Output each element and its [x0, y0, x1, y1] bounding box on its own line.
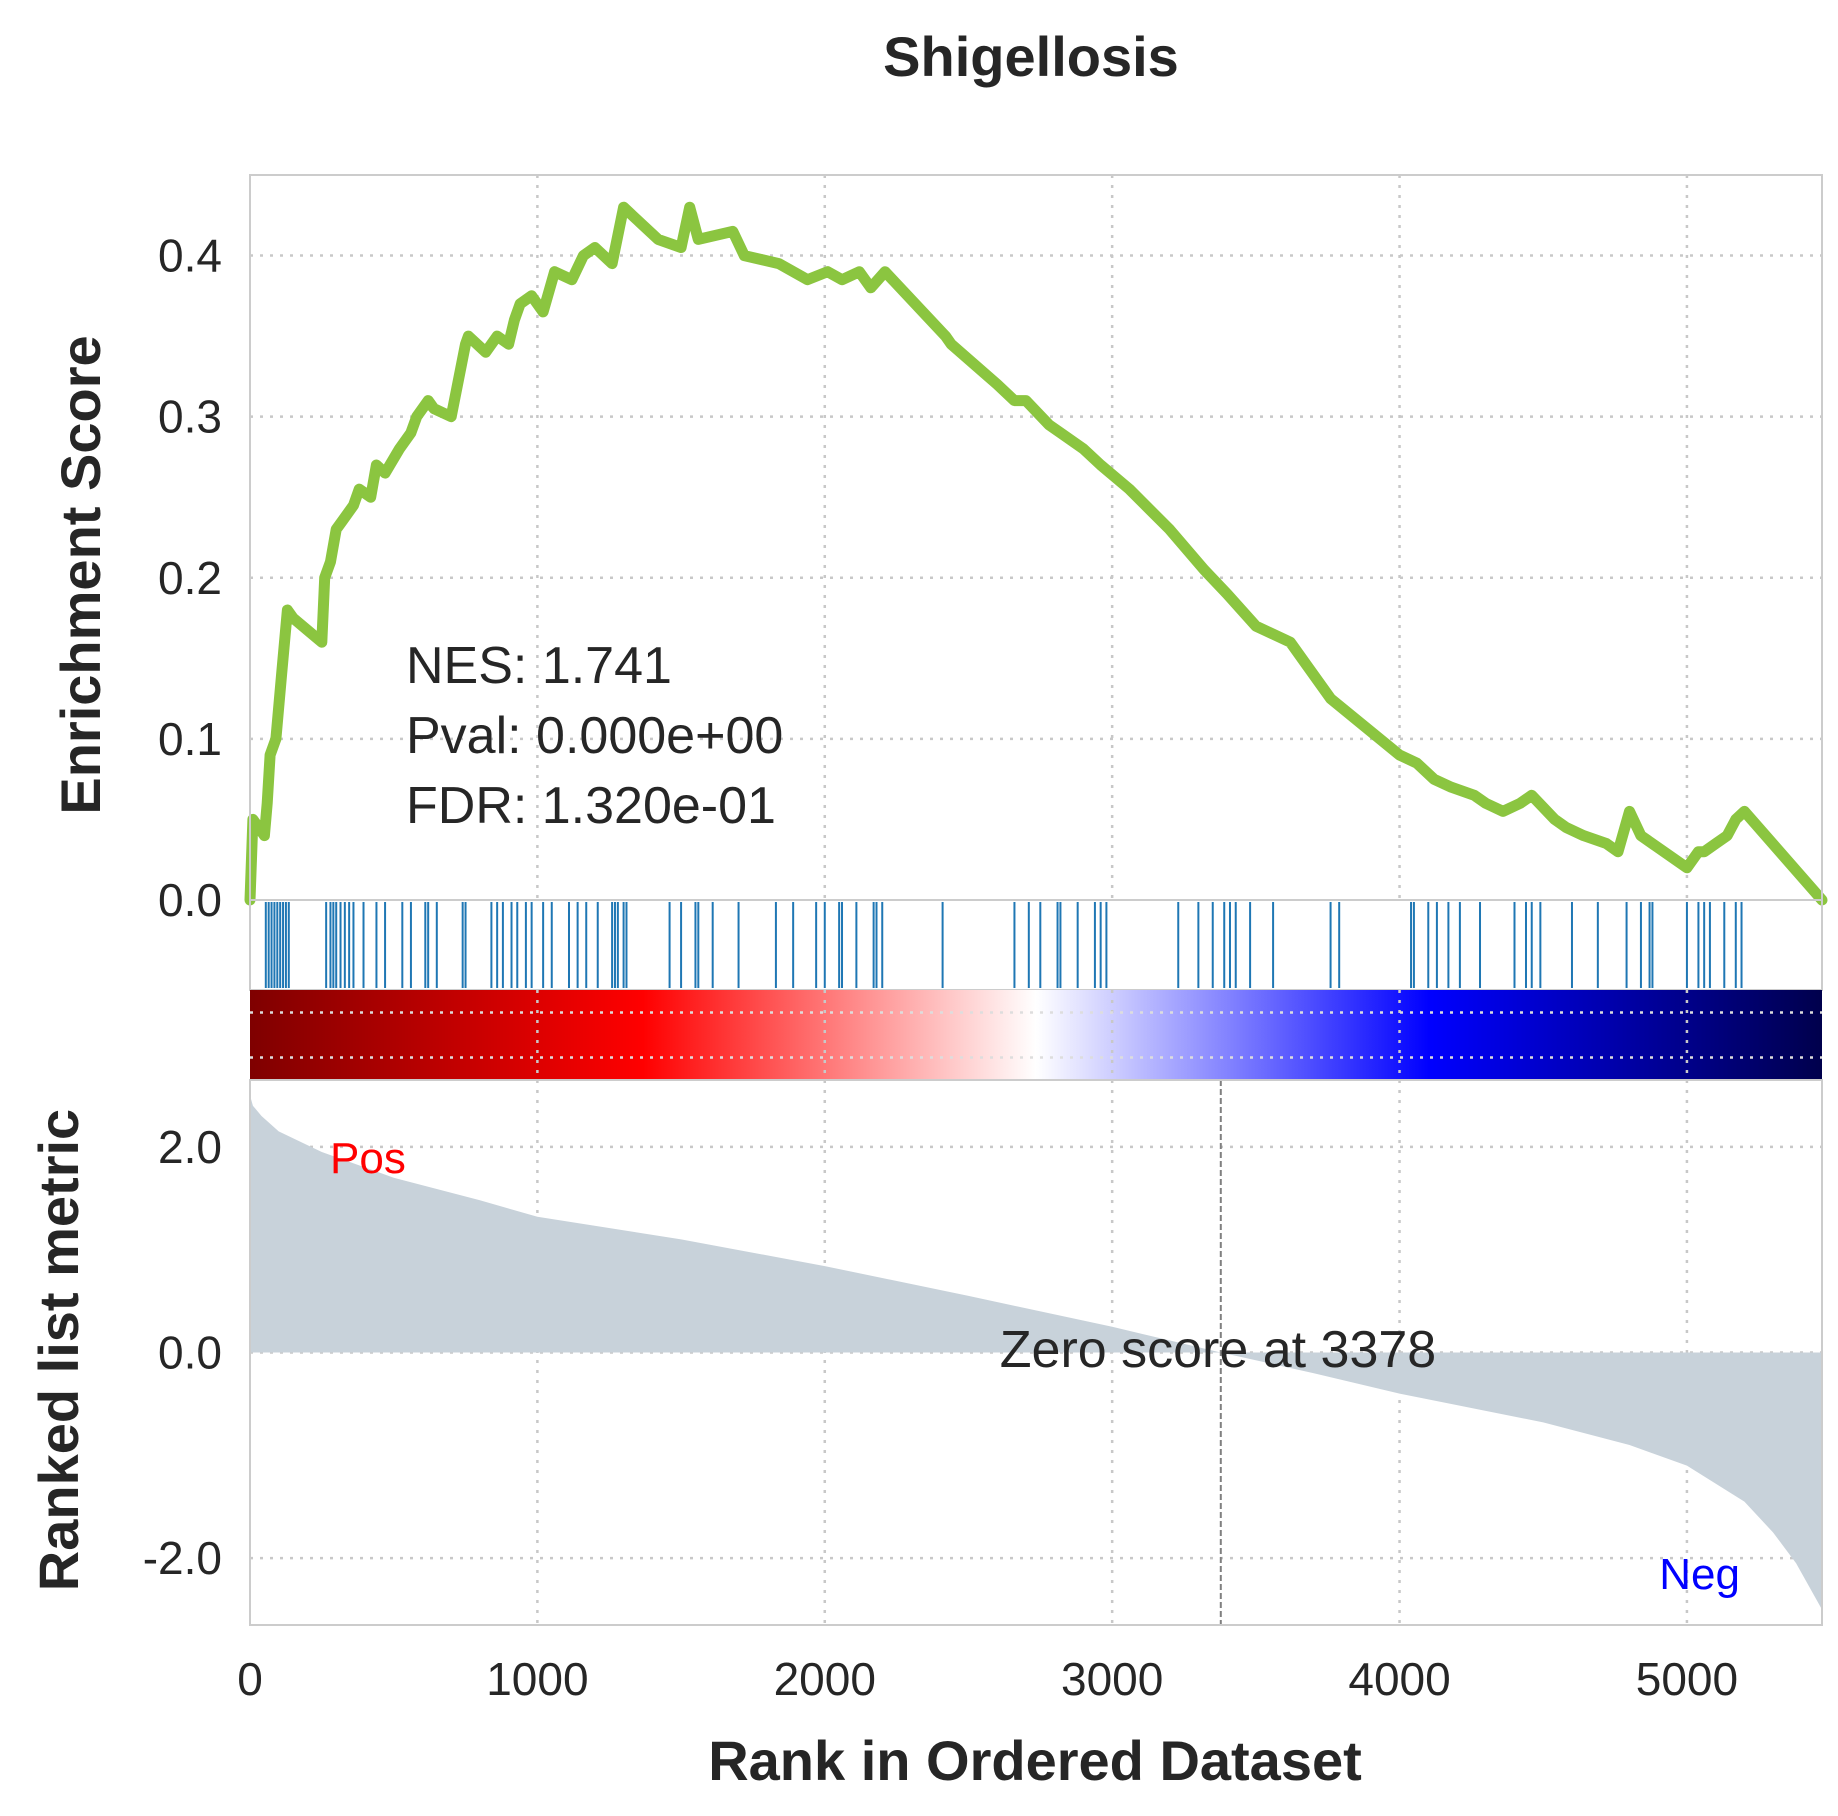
x-tick-5: 5000: [1636, 1653, 1738, 1705]
ranked-panel: 2.0 0.0 -2.0 Zero score at 3378 Pos Neg: [143, 1079, 1823, 1626]
rank-heatmap-bar: [250, 990, 1822, 1080]
ranked-y-tick-1: 0.0: [158, 1327, 222, 1379]
x-tick-0: 0: [237, 1653, 263, 1705]
ranked-metric-area: [250, 1095, 1822, 1610]
ranked-frame: [249, 1079, 1823, 1626]
x-tick-1: 1000: [486, 1653, 588, 1705]
enrichment-score-line: [244, 201, 1828, 906]
hit-markers: [264, 902, 1743, 988]
x-tick-3: 3000: [1061, 1653, 1163, 1705]
enrichment-panel: 0.0 0.1 0.2 0.3 0.4 NES: 1.741 Pval: 0.000e+…: [158, 174, 1828, 926]
heatmap-gridlines: [250, 990, 1822, 1080]
ranked-y-axis-label: Ranked list metric: [27, 1109, 90, 1591]
chart-title: Shigellosis: [883, 25, 1179, 88]
hits-frame: [249, 899, 1823, 991]
enrichment-y-axis-label: Enrichment Score: [49, 335, 112, 814]
pos-label: Pos: [330, 1134, 406, 1183]
enrichment-y-tick-1: 0.1: [158, 713, 222, 765]
pval-label: Pval: 0.000e+00: [406, 707, 783, 765]
hits-panel: [249, 899, 1823, 991]
x-axis-ticks: 0 1000 2000 3000 4000 5000: [237, 1653, 1738, 1705]
neg-label: Neg: [1659, 1550, 1740, 1599]
enrichment-y-tick-0: 0.0: [158, 874, 222, 926]
x-axis-label: Rank in Ordered Dataset: [708, 1729, 1362, 1792]
x-tick-4: 4000: [1348, 1653, 1450, 1705]
zero-score-label: Zero score at 3378: [1000, 1321, 1436, 1379]
ranked-y-ticks: 2.0 0.0 -2.0: [143, 1121, 222, 1584]
fdr-label: FDR: 1.320e-01: [406, 777, 776, 835]
enrichment-y-tick-3: 0.3: [158, 391, 222, 443]
heatmap-panel: [250, 990, 1822, 1080]
nes-label: NES: 1.741: [406, 637, 672, 695]
enrichment-y-ticks: 0.0 0.1 0.2 0.3 0.4: [158, 230, 222, 926]
enrichment-y-tick-4: 0.4: [158, 230, 222, 282]
ranked-y-tick-0: 2.0: [158, 1121, 222, 1173]
x-tick-2: 2000: [774, 1653, 876, 1705]
ranked-y-tick-2: -2.0: [143, 1532, 222, 1584]
enrichment-gridlines: [250, 175, 1822, 900]
enrichment-y-tick-2: 0.2: [158, 552, 222, 604]
